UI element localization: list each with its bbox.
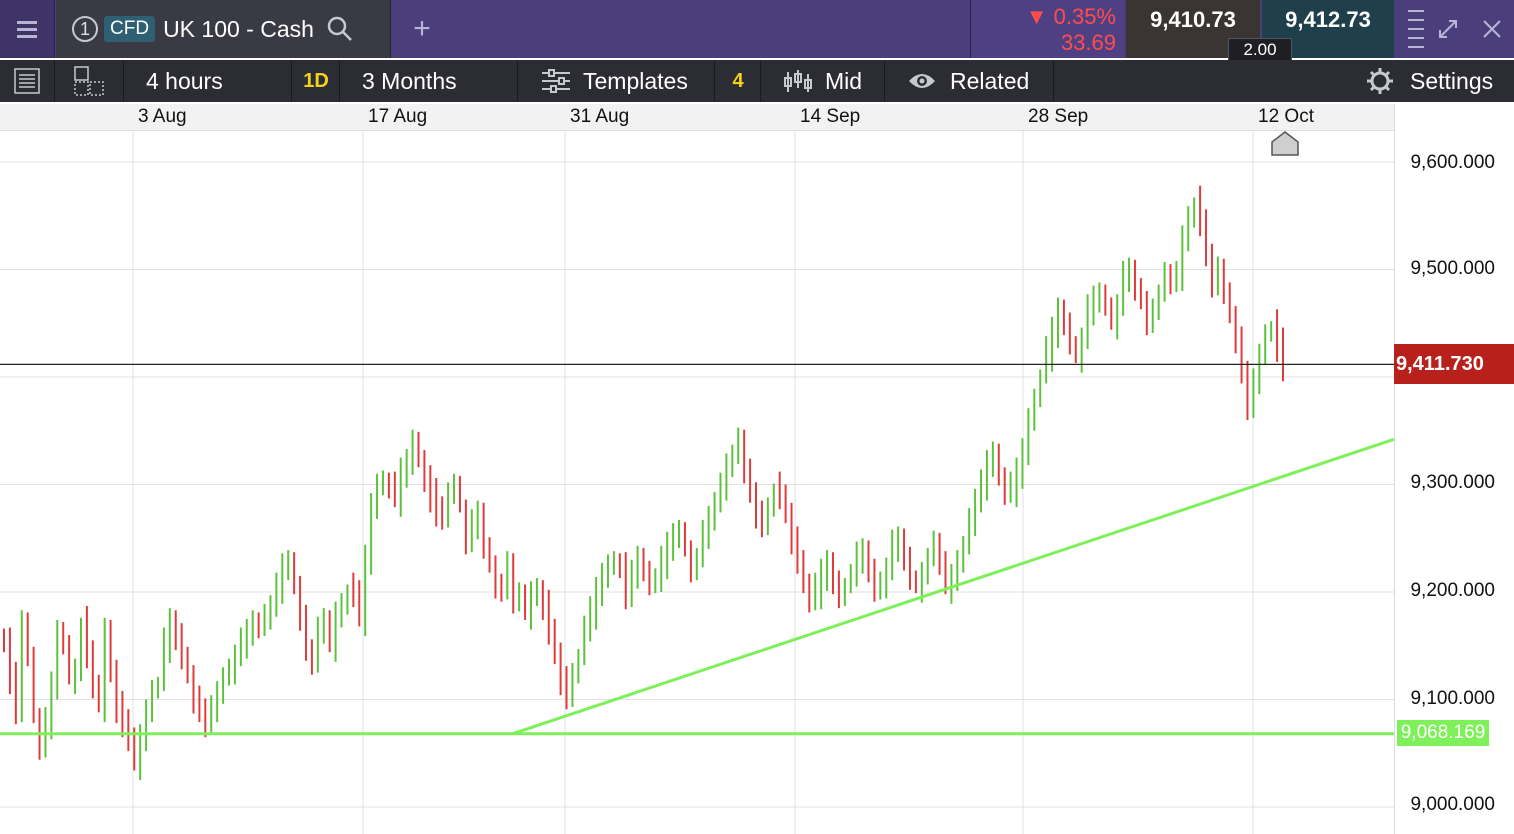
templates-label: Templates — [583, 67, 688, 94]
instrument-type-badge: CFD — [104, 16, 156, 42]
settings-button[interactable]: Settings — [1366, 60, 1512, 102]
y-tick: 9,200.000 — [1410, 580, 1495, 601]
add-instrument-button[interactable]: + — [392, 0, 452, 58]
trendline[interactable] — [511, 437, 1394, 736]
x-axis: 3 Aug 17 Aug 31 Aug 14 Sep 28 Sep 12 Oct — [0, 104, 1394, 131]
instrument-number-badge: 1 — [72, 16, 98, 42]
x-tick: 17 Aug — [368, 106, 428, 127]
related-button[interactable]: Related — [886, 60, 1054, 102]
eye-icon — [909, 74, 935, 88]
y-tick: 9,500.000 — [1410, 258, 1495, 279]
candles — [3, 185, 1284, 781]
y-tick: 9,000.000 — [1410, 794, 1495, 815]
y-tick: 9,100.000 — [1410, 688, 1495, 709]
search-icon[interactable] — [326, 15, 354, 43]
x-tick: 3 Aug — [138, 106, 187, 127]
interval-badge[interactable]: 1D — [293, 60, 340, 102]
support-line-label: 9,068.169 — [1397, 720, 1489, 746]
interval-selector[interactable]: 4 hours — [124, 60, 292, 102]
instrument-name: UK 100 - Cash — [163, 15, 314, 42]
layout-icon[interactable] — [55, 60, 124, 102]
y-tick: 9,300.000 — [1410, 472, 1495, 493]
x-tick: 14 Sep — [800, 106, 861, 127]
y-axis: 9,600.000 9,500.000 9,300.000 9,200.000 … — [1394, 104, 1514, 834]
templates-count[interactable]: 4 — [716, 60, 761, 102]
price-type-label: Mid — [825, 67, 863, 94]
price-type-selector[interactable]: Mid — [761, 60, 885, 102]
change-percent: 0.35% — [1053, 4, 1116, 29]
instrument-selector[interactable]: 1 CFD UK 100 - Cash — [56, 0, 391, 58]
spread-badge: 2.00 — [1228, 38, 1292, 62]
x-tick: 28 Sep — [1028, 106, 1089, 127]
y-tick: 9,600.000 — [1410, 152, 1495, 173]
x-tick: 12 Oct — [1258, 106, 1314, 127]
sell-price-button[interactable]: 9,410.73 — [1126, 0, 1260, 58]
current-price-label: 9,411.730 — [1394, 344, 1514, 384]
candlestick-chart[interactable] — [0, 130, 1394, 834]
gear-icon — [1367, 68, 1393, 94]
plus-icon: + — [413, 12, 431, 45]
drag-handle-icon[interactable] — [1396, 0, 1436, 58]
hamburger-icon[interactable] — [0, 0, 55, 58]
sliders-icon — [542, 69, 570, 93]
change-absolute: 33.69 — [1060, 30, 1116, 55]
range-selector[interactable]: 3 Months — [340, 60, 518, 102]
chart-toolbar: 4 hours 1D 3 Months Templates 4 Mid Rela… — [0, 60, 1514, 102]
settings-label: Settings — [1410, 67, 1494, 94]
expand-icon[interactable] — [1428, 0, 1468, 58]
close-icon[interactable] — [1472, 0, 1512, 58]
grid — [0, 130, 1394, 834]
list-icon[interactable] — [0, 60, 55, 102]
price-change: ▼ 0.35% 33.69 — [970, 0, 1124, 58]
top-bar: 1 CFD UK 100 - Cash + ▼ 0.35% 33.69 9,41… — [0, 0, 1514, 62]
down-arrow-icon: ▼ — [1025, 4, 1054, 29]
x-tick: 31 Aug — [570, 106, 630, 127]
related-label: Related — [950, 67, 1030, 94]
candles-icon — [784, 70, 812, 92]
home-marker-icon[interactable] — [1271, 131, 1299, 156]
templates-button[interactable]: Templates — [519, 60, 715, 102]
